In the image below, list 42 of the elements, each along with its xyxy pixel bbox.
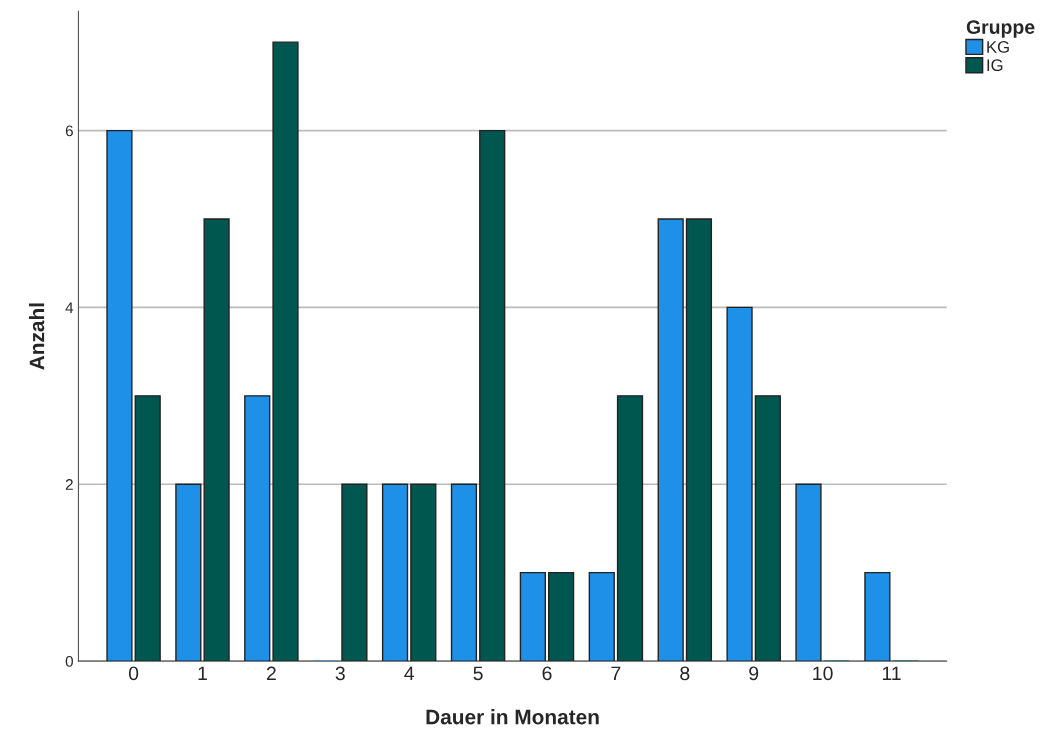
bar [519, 571, 546, 662]
bar [175, 483, 202, 662]
bar [547, 571, 575, 662]
bar [272, 41, 299, 662]
x-tick-label: 8 [680, 666, 690, 681]
bar [341, 483, 368, 662]
bar [754, 395, 781, 662]
bar [381, 483, 409, 662]
y-tick-label: 4 [65, 302, 74, 313]
y-tick-label: 6 [65, 125, 73, 137]
y-axis-title: Anzahl [29, 303, 45, 370]
bar [479, 129, 506, 662]
bar [106, 129, 133, 662]
bar [134, 395, 161, 662]
bar [616, 395, 644, 662]
bar [410, 483, 437, 662]
bar [588, 571, 615, 662]
x-tick-label: 7 [611, 666, 621, 681]
x-tick-label: 9 [749, 666, 759, 681]
x-tick-label: 0 [128, 666, 139, 681]
bar [685, 218, 713, 662]
bar [864, 571, 891, 662]
legend-title: Gruppe [966, 20, 1035, 38]
bar [203, 218, 230, 662]
legend-label: KG [987, 41, 1009, 53]
x-axis-title: Dauer in Monaten [426, 709, 599, 725]
bar [795, 483, 822, 662]
x-tick-label: 2 [266, 666, 276, 681]
bar [450, 483, 478, 662]
y-tick-label: 0 [65, 655, 73, 667]
x-tick-label: 6 [542, 666, 552, 681]
x-tick-label: 1 [198, 666, 207, 681]
x-tick-label: 5 [473, 666, 483, 681]
x-tick-label: 3 [335, 666, 345, 681]
x-tick-label: 11 [882, 666, 901, 681]
y-tick-label: 2 [65, 479, 73, 490]
bar [657, 218, 684, 662]
bar [726, 306, 753, 662]
x-tick-label: 4 [404, 666, 415, 681]
bar [244, 395, 271, 662]
x-tick-label: 10 [813, 666, 833, 681]
legend-label: IG [987, 59, 1003, 72]
